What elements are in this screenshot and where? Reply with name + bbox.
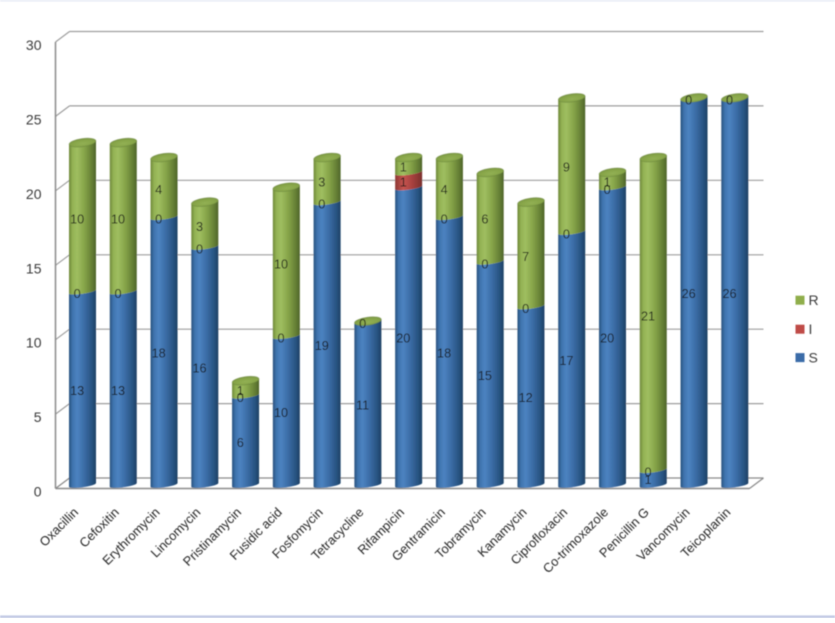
svg-text:1: 1 (400, 175, 407, 189)
svg-text:20: 20 (396, 332, 410, 346)
svg-text:19: 19 (315, 339, 329, 353)
svg-text:1: 1 (604, 175, 611, 189)
svg-text:0: 0 (563, 228, 570, 242)
svg-text:0: 0 (34, 484, 42, 500)
svg-text:0: 0 (237, 391, 244, 405)
svg-text:0: 0 (726, 94, 733, 108)
svg-text:6: 6 (237, 436, 244, 450)
svg-text:1: 1 (644, 473, 651, 487)
svg-text:3: 3 (318, 175, 325, 189)
svg-text:4: 4 (155, 183, 162, 197)
svg-text:1: 1 (237, 384, 244, 398)
svg-text:10: 10 (26, 335, 42, 351)
svg-text:20: 20 (26, 186, 42, 202)
svg-text:10: 10 (111, 213, 125, 227)
svg-text:0: 0 (359, 317, 366, 331)
svg-text:S: S (809, 350, 818, 366)
svg-text:4: 4 (441, 183, 448, 197)
svg-text:11: 11 (356, 399, 369, 413)
svg-text:17: 17 (559, 354, 573, 368)
svg-text:25: 25 (26, 111, 42, 127)
svg-text:26: 26 (722, 287, 736, 301)
svg-text:20: 20 (600, 332, 614, 346)
svg-text:13: 13 (111, 384, 125, 398)
svg-text:0: 0 (196, 242, 203, 256)
svg-text:21: 21 (641, 309, 655, 323)
svg-text:18: 18 (152, 347, 166, 361)
svg-text:9: 9 (563, 161, 570, 175)
svg-text:0: 0 (277, 332, 284, 346)
svg-text:0: 0 (522, 302, 529, 316)
svg-text:15: 15 (26, 260, 42, 276)
svg-text:26: 26 (682, 287, 696, 301)
svg-text:15: 15 (478, 369, 492, 383)
svg-text:I: I (809, 321, 813, 337)
svg-text:1: 1 (400, 161, 407, 175)
svg-text:0: 0 (318, 198, 325, 212)
svg-text:30: 30 (26, 37, 42, 53)
svg-text:10: 10 (274, 406, 288, 420)
svg-text:12: 12 (519, 391, 533, 405)
svg-text:0: 0 (441, 213, 448, 227)
svg-text:18: 18 (437, 347, 451, 361)
svg-text:0: 0 (481, 257, 488, 271)
svg-text:6: 6 (481, 213, 488, 227)
svg-text:R: R (809, 292, 819, 308)
svg-text:0: 0 (114, 287, 121, 301)
svg-text:0: 0 (685, 94, 692, 108)
svg-text:5: 5 (34, 409, 42, 425)
svg-text:10: 10 (70, 213, 84, 227)
svg-text:7: 7 (522, 250, 529, 264)
svg-text:0: 0 (644, 466, 651, 480)
svg-text:0: 0 (604, 183, 611, 197)
svg-text:0: 0 (74, 287, 81, 301)
svg-text:10: 10 (274, 257, 288, 271)
svg-text:13: 13 (70, 384, 84, 398)
svg-text:3: 3 (196, 220, 203, 234)
svg-text:16: 16 (192, 361, 206, 375)
svg-text:0: 0 (155, 213, 162, 227)
